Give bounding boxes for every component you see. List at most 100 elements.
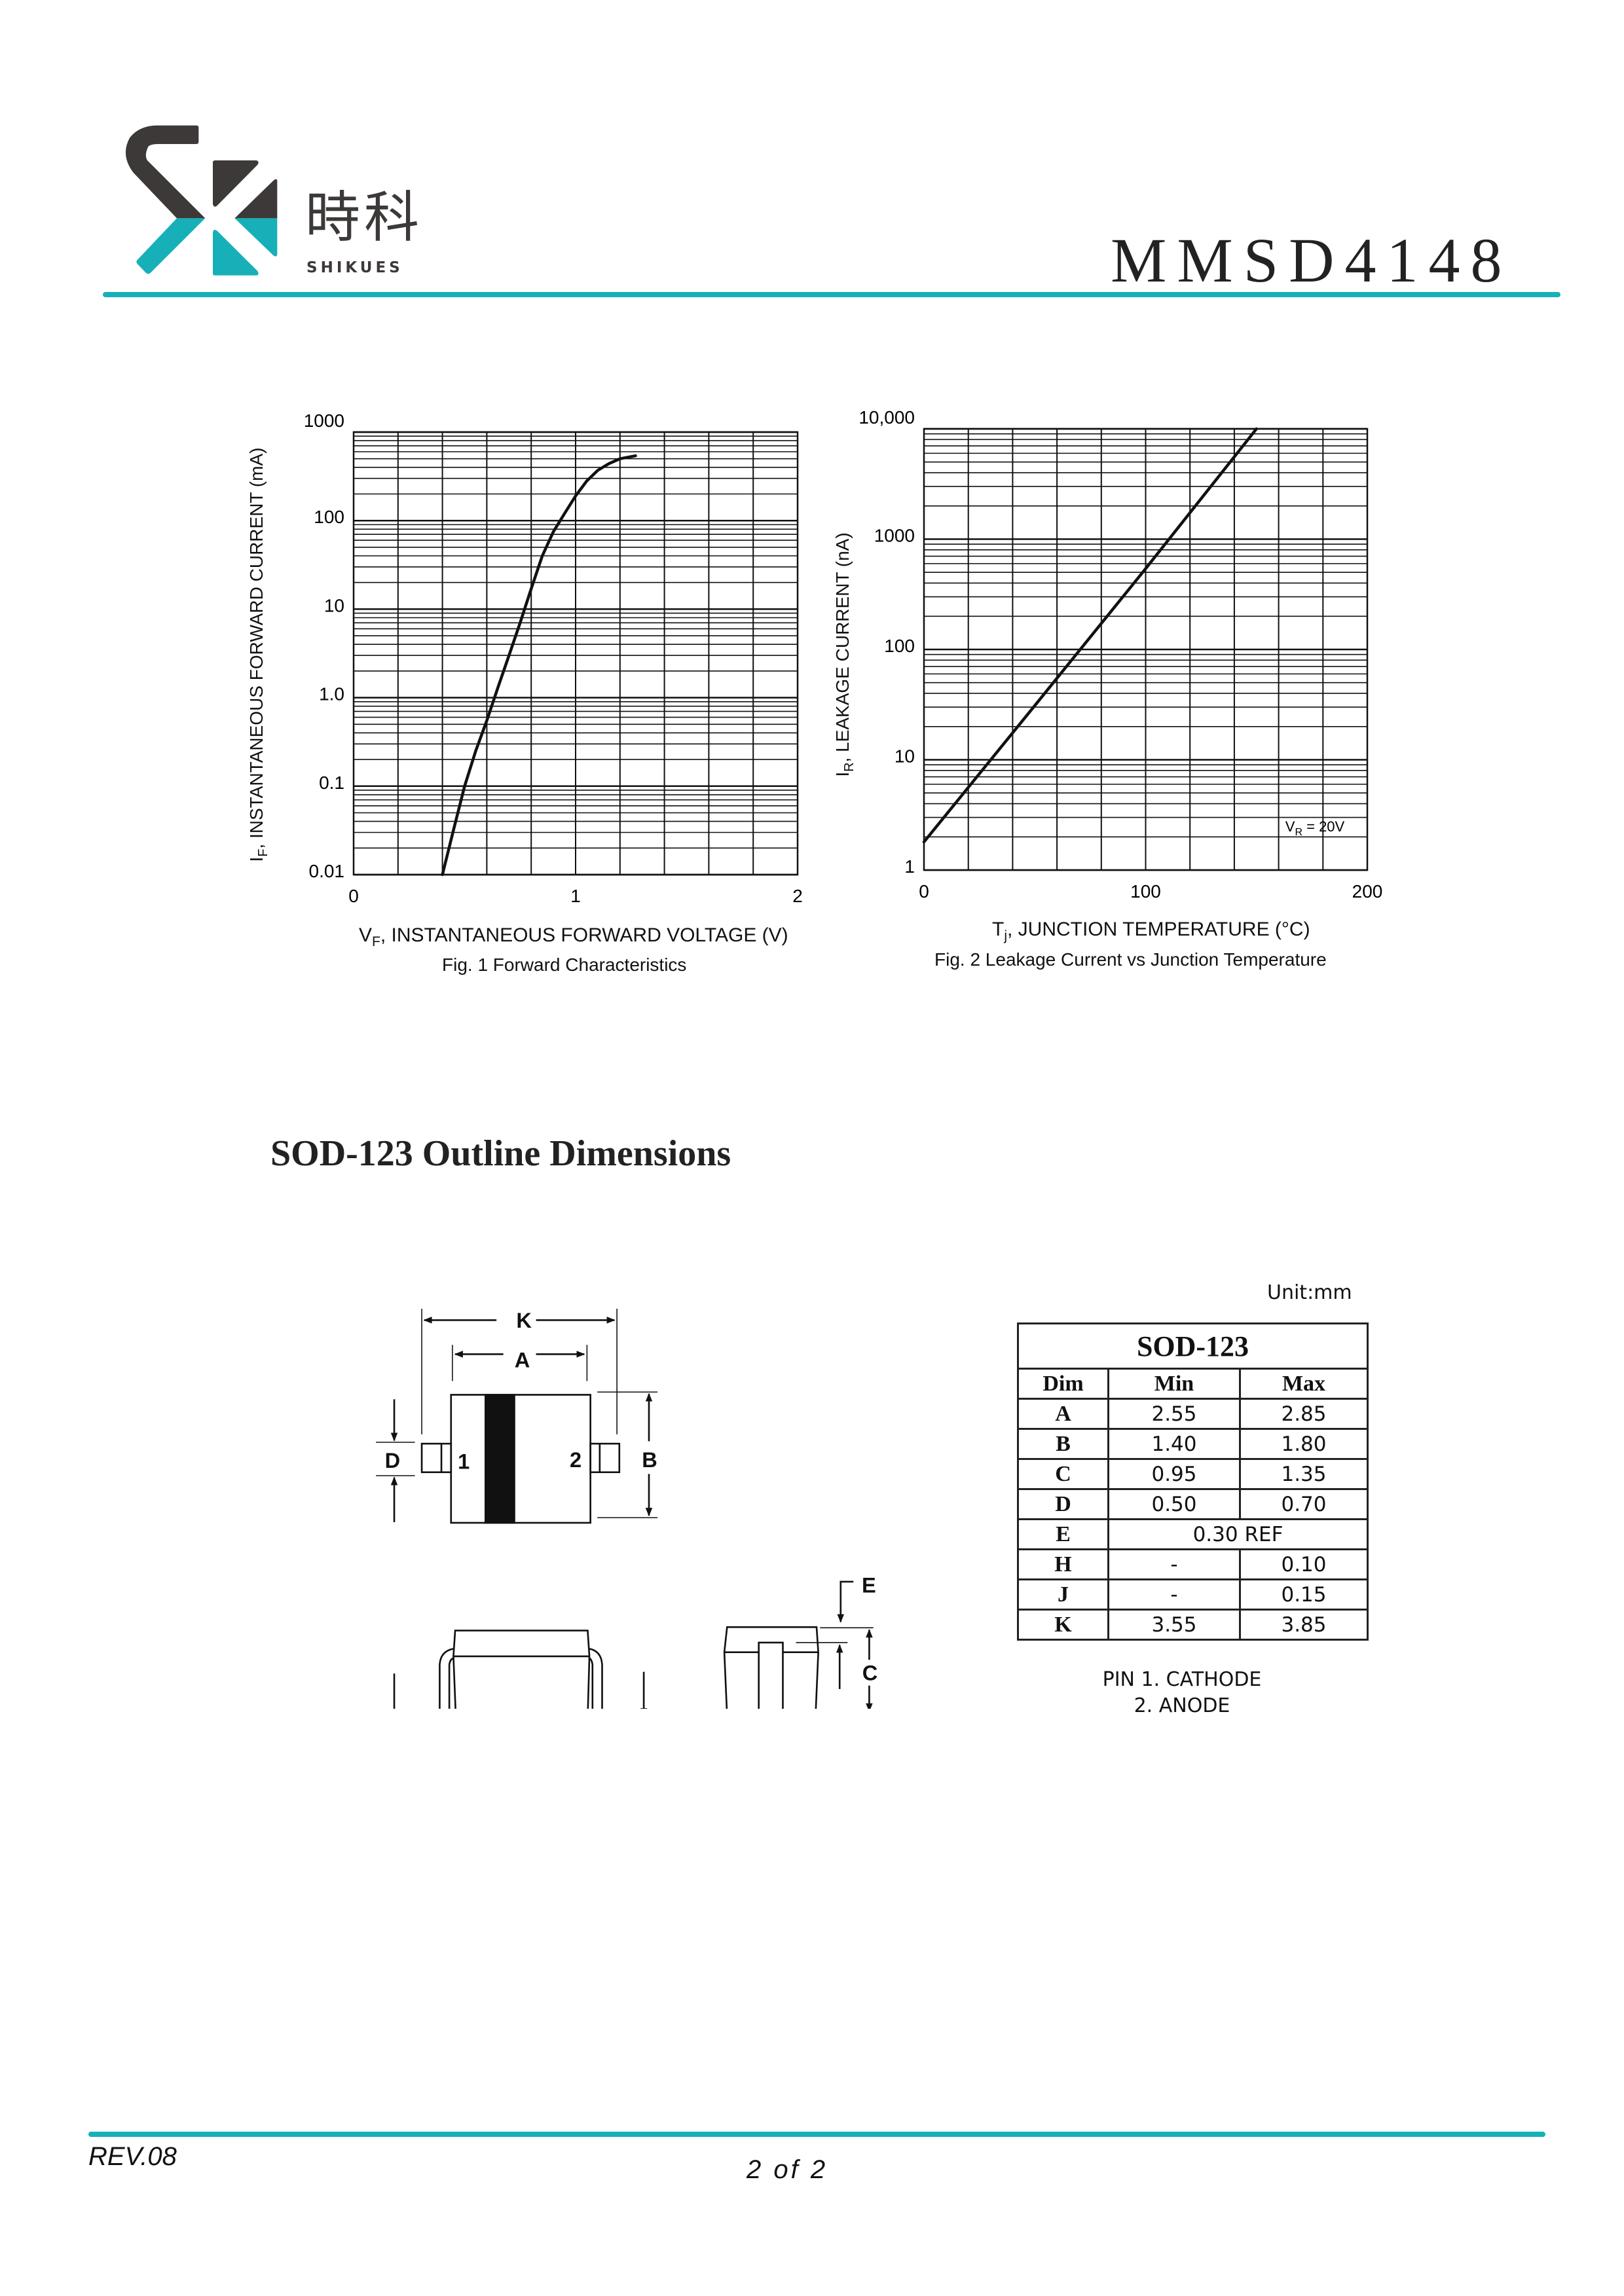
dim-cell: K bbox=[1017, 1609, 1109, 1641]
series-line bbox=[922, 427, 1258, 844]
table-row: B 1.40 1.80 bbox=[1017, 1428, 1369, 1460]
page-number: 2 of 2 bbox=[747, 2155, 828, 2184]
chart-1-plot: 0 1 2 0.01 0.1 1.0 10 100 1000 bbox=[304, 410, 803, 906]
min-cell: 1.40 bbox=[1107, 1428, 1241, 1460]
dim-label-a: A bbox=[515, 1348, 530, 1372]
x-tick-label: 0 bbox=[348, 886, 359, 906]
x-tick-label: 100 bbox=[1130, 881, 1161, 902]
pad-left bbox=[420, 1442, 452, 1474]
chart-2-x-axis-label: Tj, JUNCTION TEMPERATURE (°C) bbox=[992, 919, 1310, 943]
table-row: A 2.55 2.85 bbox=[1017, 1398, 1369, 1430]
leakage-current-chart: 0 100 200 1 10 100 1000 10,000 VR = 20V bbox=[858, 407, 1382, 902]
chart-2-y-axis-label: IR, LEAKAGE CURRENT (nA) bbox=[832, 532, 857, 777]
shikues-logo bbox=[125, 125, 278, 276]
min-cell: - bbox=[1107, 1548, 1241, 1580]
revision-label: REV.08 bbox=[88, 2142, 177, 2171]
y-tick-label: 10,000 bbox=[858, 407, 915, 428]
col-header-dim: Dim bbox=[1017, 1368, 1109, 1400]
table-row: C 0.95 1.35 bbox=[1017, 1458, 1369, 1490]
dim-cell: B bbox=[1017, 1428, 1109, 1460]
y-tick-label: 100 bbox=[314, 507, 344, 527]
grid bbox=[353, 431, 798, 876]
y-tick-label: 10 bbox=[895, 746, 915, 767]
min-cell: 3.55 bbox=[1107, 1609, 1241, 1641]
table-row: H -0.10 bbox=[1017, 1548, 1369, 1580]
top-view bbox=[376, 1309, 658, 1524]
plot-frame bbox=[352, 431, 799, 876]
part-number-title: MMSD4148 bbox=[1111, 225, 1513, 295]
end-view bbox=[723, 1580, 874, 1709]
table-row: K 3.55 3.85 bbox=[1017, 1609, 1369, 1641]
dim-label-k: K bbox=[516, 1309, 532, 1332]
dim-label-e: E bbox=[862, 1574, 876, 1597]
dim-cell: E bbox=[1017, 1518, 1109, 1550]
pin-2-label: 2 bbox=[570, 1448, 581, 1472]
max-cell: 0.10 bbox=[1239, 1548, 1369, 1580]
max-cell: 1.35 bbox=[1239, 1458, 1369, 1490]
pin-note-1: PIN 1. CATHODE bbox=[1102, 1668, 1262, 1691]
x-tick-label: 0 bbox=[919, 881, 929, 902]
chart-2-plot: 0 100 200 1 10 100 1000 10,000 VR = 20V bbox=[858, 407, 1382, 902]
dimensions-table: SOD-123 Dim Min Max A 2.55 2.85 B 1.40 1.80 … bbox=[1017, 1322, 1369, 1641]
table-row: D 0.50 0.70 bbox=[1017, 1488, 1369, 1520]
grid bbox=[923, 428, 1368, 871]
chart-2-caption: Fig. 2 Leakage Current vs Junction Tempe… bbox=[934, 949, 1327, 970]
header-divider bbox=[103, 292, 1560, 297]
package-body bbox=[450, 1394, 591, 1524]
max-cell: 1.80 bbox=[1239, 1428, 1369, 1460]
chart-annotation: VR = 20V bbox=[1285, 818, 1345, 838]
series-line bbox=[441, 454, 637, 877]
section-title: SOD-123 Outline Dimensions bbox=[270, 1133, 731, 1174]
y-tick-label: 1000 bbox=[874, 526, 915, 546]
y-tick-label: 1.0 bbox=[319, 684, 344, 704]
dim-label-b: B bbox=[642, 1448, 657, 1472]
brand-name-chinese: 時科 bbox=[305, 185, 424, 249]
y-tick-label: 1000 bbox=[304, 410, 344, 431]
dim-label-d: D bbox=[385, 1449, 401, 1472]
min-cell: 0.50 bbox=[1107, 1488, 1241, 1520]
chart-1-y-axis-label: IF, INSTANTANEOUS FORWARD CURRENT (mA) bbox=[246, 447, 270, 862]
dim-cell: D bbox=[1017, 1488, 1109, 1520]
table-row: E 0.30 REF bbox=[1017, 1518, 1369, 1550]
ref-cell: 0.30 REF bbox=[1107, 1518, 1369, 1550]
col-header-max: Max bbox=[1239, 1368, 1369, 1400]
chart-1-caption: Fig. 1 Forward Characteristics bbox=[442, 955, 687, 975]
y-tick-label: 10 bbox=[324, 595, 344, 615]
dim-label-c: C bbox=[862, 1662, 878, 1685]
logo-dark-top-triangle bbox=[213, 160, 259, 207]
brand-name-english: SHIKUES bbox=[306, 259, 403, 276]
dim-cell: A bbox=[1017, 1398, 1109, 1430]
logo-teal-lower-left bbox=[136, 218, 206, 274]
min-cell: 2.55 bbox=[1107, 1398, 1241, 1430]
unit-label: Unit:mm bbox=[1267, 1281, 1352, 1304]
col-header-min: Min bbox=[1107, 1368, 1241, 1400]
pad-right bbox=[589, 1442, 621, 1474]
logo-s-stroke bbox=[125, 125, 206, 219]
y-tick-label: 1 bbox=[904, 856, 915, 877]
max-cell: 3.85 bbox=[1239, 1609, 1369, 1641]
table-title: SOD-123 bbox=[1017, 1322, 1369, 1370]
min-cell: - bbox=[1107, 1578, 1241, 1611]
pin-1-label: 1 bbox=[458, 1449, 470, 1473]
dim-cell: C bbox=[1017, 1458, 1109, 1490]
x-tick-label: 1 bbox=[570, 886, 581, 906]
sod123-outline-drawing: K A D B 1 2 J H E C bbox=[376, 1309, 878, 1709]
min-cell: 0.95 bbox=[1107, 1458, 1241, 1490]
footer-divider bbox=[88, 2132, 1545, 2137]
pin-note-2: 2. ANODE bbox=[1134, 1694, 1230, 1717]
cathode-band bbox=[485, 1394, 515, 1524]
y-tick-label: 0.1 bbox=[319, 773, 344, 793]
logo-teal-bottom-triangle bbox=[213, 229, 259, 276]
chart-1-x-axis-label: VF, INSTANTANEOUS FORWARD VOLTAGE (V) bbox=[359, 924, 788, 949]
table-row: J -0.15 bbox=[1017, 1578, 1369, 1611]
dim-cell: H bbox=[1017, 1548, 1109, 1580]
max-cell: 2.85 bbox=[1239, 1398, 1369, 1430]
y-tick-label: 0.01 bbox=[309, 861, 345, 881]
y-tick-label: 100 bbox=[884, 636, 915, 656]
max-cell: 0.70 bbox=[1239, 1488, 1369, 1520]
plot-frame bbox=[923, 428, 1369, 871]
side-view bbox=[393, 1630, 648, 1709]
logo-teal-right-triangle bbox=[234, 218, 278, 257]
max-cell: 0.15 bbox=[1239, 1578, 1369, 1611]
x-tick-label: 2 bbox=[792, 886, 803, 906]
